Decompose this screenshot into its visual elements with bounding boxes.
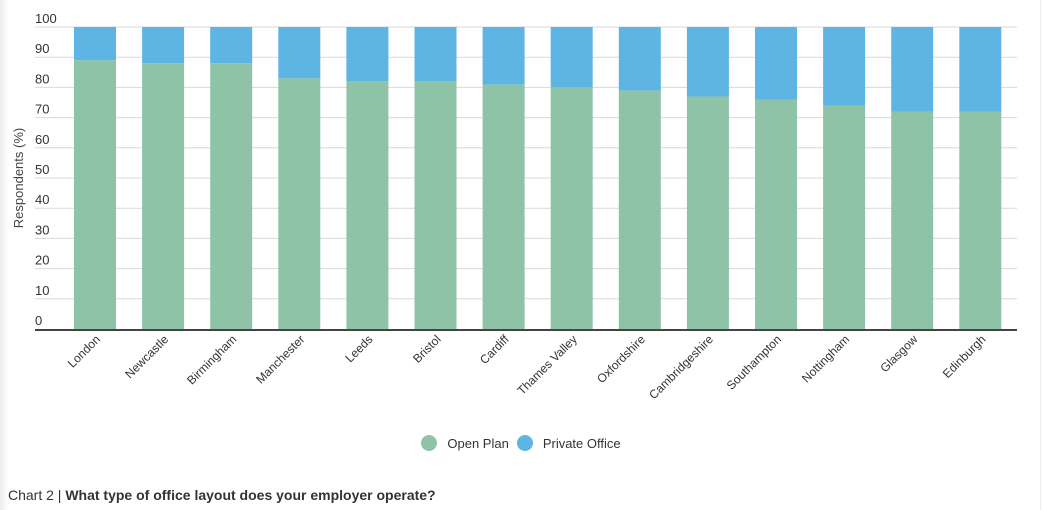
x-tick-label: Thames Valley <box>514 332 579 397</box>
y-tick-label: 60 <box>35 132 49 147</box>
bar-open-plan <box>891 111 934 329</box>
y-tick-label: 0 <box>35 313 42 328</box>
panel-border <box>1040 0 1041 510</box>
legend-label: Private Office <box>542 435 621 451</box>
bars <box>74 27 1002 330</box>
bar-open-plan <box>346 81 389 329</box>
bar-private-office <box>755 27 797 100</box>
bar-open-plan <box>142 63 185 330</box>
x-tick-label: Newcastle <box>122 332 171 381</box>
bar-private-office <box>414 27 457 82</box>
x-tick-label: Cardiff <box>477 332 512 367</box>
bar-private-office <box>482 27 525 85</box>
bar-private-office <box>959 27 1002 112</box>
y-tick-label: 100 <box>35 11 57 26</box>
bar-open-plan <box>74 60 116 329</box>
legend-item-private-office[interactable]: Private Office <box>516 435 621 451</box>
caption-question: What type of office layout does your emp… <box>65 487 436 503</box>
bar-open-plan <box>210 63 253 330</box>
x-axis-ticks: London Newcastle Birmingham Manchester Leeds… <box>65 332 989 402</box>
bar-open-plan <box>823 105 866 330</box>
y-tick-label: 80 <box>35 71 49 86</box>
bar-open-plan <box>482 84 525 329</box>
legend-item-open-plan[interactable]: Open Plan <box>421 435 509 451</box>
bar-open-plan <box>550 87 593 330</box>
x-tick-label: Bristol <box>410 332 443 365</box>
bar-private-office <box>142 27 185 64</box>
y-tick-label: 40 <box>35 192 49 207</box>
x-tick-label: London <box>65 332 103 370</box>
x-tick-label: Birmingham <box>184 332 239 387</box>
bar-private-office <box>278 27 321 79</box>
y-tick-label: 70 <box>35 102 49 117</box>
bar-private-office <box>618 27 661 91</box>
x-tick-label: Nottingham <box>799 332 852 385</box>
y-tick-label: 20 <box>35 253 49 268</box>
bar-open-plan <box>414 81 457 329</box>
bar-private-office <box>346 27 389 82</box>
bar-open-plan <box>686 96 729 330</box>
y-tick-label: 30 <box>35 222 49 237</box>
y-tick-label: 90 <box>35 41 49 56</box>
x-tick-label: Southampton <box>724 332 784 392</box>
legend-swatch-private-office <box>516 435 533 451</box>
bar-open-plan <box>959 111 1002 329</box>
x-tick-label: Oxfordshire <box>594 332 648 386</box>
y-axis-label: Respondents (%) <box>11 128 26 228</box>
legend-swatch-open-plan <box>421 435 438 451</box>
panel-shadow <box>0 0 8 510</box>
y-tick-label: 10 <box>35 283 49 298</box>
y-tick-label: 50 <box>35 162 49 177</box>
bar-open-plan <box>755 99 797 329</box>
bar-private-office <box>686 27 729 97</box>
stacked-bar-chart: 0 10 20 30 40 50 60 70 80 90 100 Respondents (%) L… <box>11 11 1017 402</box>
bar-open-plan <box>278 78 321 329</box>
bar-private-office <box>210 27 253 64</box>
y-axis-ticks: 0 10 20 30 40 50 60 70 80 90 100 <box>35 11 57 328</box>
x-tick-label: Manchester <box>253 332 307 386</box>
bar-private-office <box>74 27 116 61</box>
x-tick-label: Cambridgeshire <box>646 332 716 402</box>
bar-private-office <box>550 27 593 88</box>
x-tick-label: Glasgow <box>877 332 920 375</box>
x-tick-label: Leeds <box>342 332 375 365</box>
x-tick-label: Edinburgh <box>940 332 989 381</box>
legend: Open Plan Private Office <box>0 435 1042 451</box>
caption-prefix: Chart 2 | <box>8 487 66 503</box>
bar-private-office <box>823 27 866 106</box>
chart-caption: Chart 2 | What type of office layout doe… <box>8 487 436 503</box>
bar-private-office <box>891 27 934 112</box>
bar-open-plan <box>618 90 661 329</box>
legend-label: Open Plan <box>447 435 509 451</box>
